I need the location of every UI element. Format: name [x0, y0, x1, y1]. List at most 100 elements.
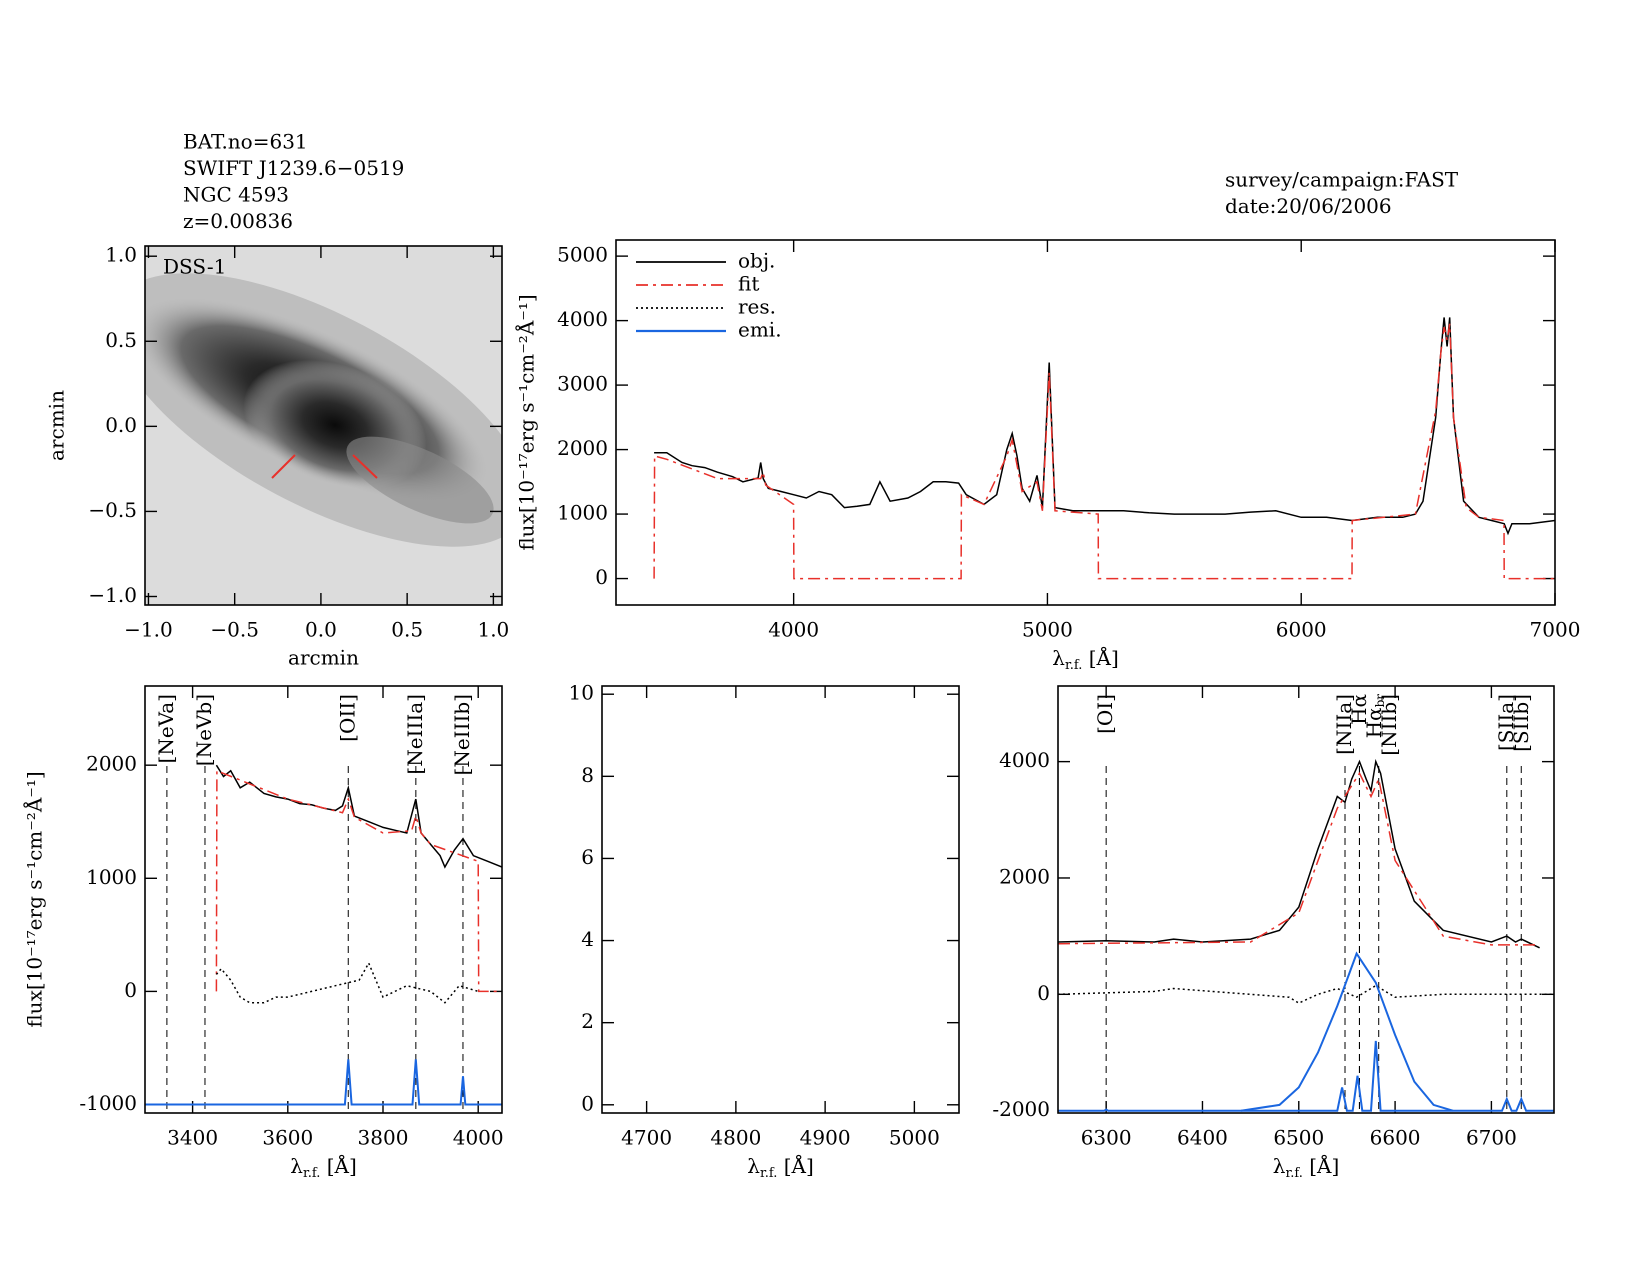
y-axis-label: flux[10⁻¹⁷erg s⁻¹cm⁻²Å⁻¹]	[22, 771, 47, 1027]
series-line	[653, 323, 1555, 580]
annotation-label: [SIIb]	[1508, 694, 1532, 752]
annotation-label: Hαbr	[1362, 694, 1387, 739]
annotation-sub: br	[1373, 694, 1387, 708]
y-tick-label: 4000	[999, 748, 1050, 772]
x-axis-label: arcmin	[288, 646, 359, 670]
annotation-text: [NeIIIb]	[449, 694, 473, 775]
x-tick-label: 5000	[889, 1126, 940, 1150]
x-tick-label: 1.0	[477, 618, 509, 642]
x-tick-label: 6600	[1370, 1126, 1421, 1150]
panel: 6300 6400 6500 6600 6700 -2000 0 2000 4000 λr.f. …	[992, 685, 1555, 1181]
annotation-text: [NeVa]	[153, 694, 177, 763]
y-tick-label: 2000	[86, 752, 137, 776]
x-tick-label: 6300	[1081, 1126, 1132, 1150]
x-label-main: λ	[1052, 646, 1065, 670]
y-tick-label: −1.0	[88, 583, 137, 607]
plot-frame	[615, 239, 1556, 606]
y-tick-label: 0	[581, 1091, 594, 1115]
x-label-sub: r.f.	[303, 1166, 320, 1181]
x-tick-label: 7000	[1530, 618, 1581, 642]
y-tick-label: 0.5	[105, 328, 137, 352]
y-tick-label: 2	[581, 1009, 594, 1033]
y-tick-label: 8	[581, 763, 594, 787]
annotation-label: [NeIIIa]	[402, 694, 426, 775]
plot-frame	[601, 685, 960, 1114]
panel: 3400 3600 3800 4000 -1000 0 1000 2000 λr.f. [Å] f…	[22, 685, 504, 1181]
info-text: NGC 4593	[183, 183, 289, 207]
series-line	[215, 764, 502, 869]
y-tick-label: 3000	[557, 372, 608, 396]
y-tick-label: 0	[595, 565, 608, 589]
series-line	[215, 961, 479, 1004]
y-tick-label: 2000	[999, 864, 1050, 888]
annotation-text: [OI]	[1093, 694, 1117, 734]
y-tick-label: 4000	[557, 307, 608, 331]
annotation-text: [NIIb]	[1377, 694, 1401, 756]
y-tick-label: -1000	[79, 1091, 137, 1115]
x-axis-label: λr.f. [Å]	[747, 1153, 814, 1181]
annotation-label: [NeIIIb]	[449, 694, 473, 775]
series-line	[1058, 771, 1540, 946]
image-label: DSS-1	[163, 255, 226, 279]
series-group	[1058, 758, 1554, 1112]
annotation-label: Hα	[1347, 694, 1371, 725]
x-tick-label: 3600	[262, 1126, 313, 1150]
series-line	[1058, 984, 1554, 1004]
x-tick-label: 6700	[1466, 1126, 1517, 1150]
x-label-sub: r.f.	[1065, 658, 1082, 673]
x-tick-label: 0.5	[391, 618, 423, 642]
info-text: BAT.no=631	[183, 130, 308, 154]
plot-frame	[144, 685, 503, 1114]
legend-label: emi.	[738, 318, 782, 342]
y-axis-label: arcmin	[45, 390, 69, 461]
plot-frame	[1057, 685, 1555, 1114]
x-axis-label: λr.f. [Å]	[290, 1153, 357, 1181]
x-label-unit: [Å]	[1303, 1153, 1339, 1178]
annotation-text: [OII]	[335, 694, 359, 742]
y-tick-label: 5000	[557, 243, 608, 267]
y-tick-label: 6	[581, 845, 594, 869]
x-label-main: λ	[1273, 1154, 1286, 1178]
y-tick-label: 1.0	[105, 243, 137, 267]
y-tick-label: 0.0	[105, 413, 137, 437]
x-axis-label: λr.f. [Å]	[1273, 1153, 1340, 1181]
annotation-label: [SIIa]	[1493, 694, 1517, 751]
series-line	[1058, 1040, 1554, 1112]
x-tick-label: 6000	[1276, 618, 1327, 642]
y-tick-label: 2000	[557, 436, 608, 460]
info-text: date:20/06/2006	[1225, 194, 1392, 218]
annotation-label: [OI]	[1093, 694, 1117, 734]
annotation-text: [SIIa]	[1493, 694, 1517, 751]
x-label-unit: [Å]	[320, 1153, 356, 1178]
y-tick-label: 0	[1037, 981, 1050, 1005]
annotation-label: [NeVb]	[191, 694, 215, 766]
dss-image	[145, 246, 502, 605]
annotation-text: Hα	[1347, 694, 1371, 725]
series-line	[145, 1059, 502, 1106]
x-tick-label: 3800	[358, 1126, 409, 1150]
annotation-text: [NeVb]	[191, 694, 215, 766]
x-label-sub: r.f.	[760, 1166, 777, 1181]
annotation-label: [NeVa]	[153, 694, 177, 763]
y-tick-label: 0	[124, 978, 137, 1002]
y-tick-label: -2000	[992, 1097, 1050, 1121]
series-group	[145, 764, 502, 1106]
legend-label: obj.	[738, 249, 775, 273]
x-tick-label: 4000	[453, 1126, 504, 1150]
x-tick-label: 6400	[1177, 1126, 1228, 1150]
y-axis-label: flux[10⁻¹⁷erg s⁻¹cm⁻²Å⁻¹]	[514, 294, 539, 550]
legend-label: fit	[738, 272, 759, 296]
series-line	[1240, 951, 1454, 1112]
x-tick-label: −0.5	[210, 618, 259, 642]
x-label-main: λ	[747, 1154, 760, 1178]
x-tick-label: 0.0	[305, 618, 337, 642]
plot-frame	[144, 245, 503, 606]
annotation-text: Hα	[1362, 707, 1386, 738]
series-line	[215, 769, 502, 993]
annotation-label: [NIIa]	[1332, 694, 1356, 755]
x-label-unit: [Å]	[777, 1153, 813, 1178]
x-tick-label: 5000	[1022, 618, 1073, 642]
